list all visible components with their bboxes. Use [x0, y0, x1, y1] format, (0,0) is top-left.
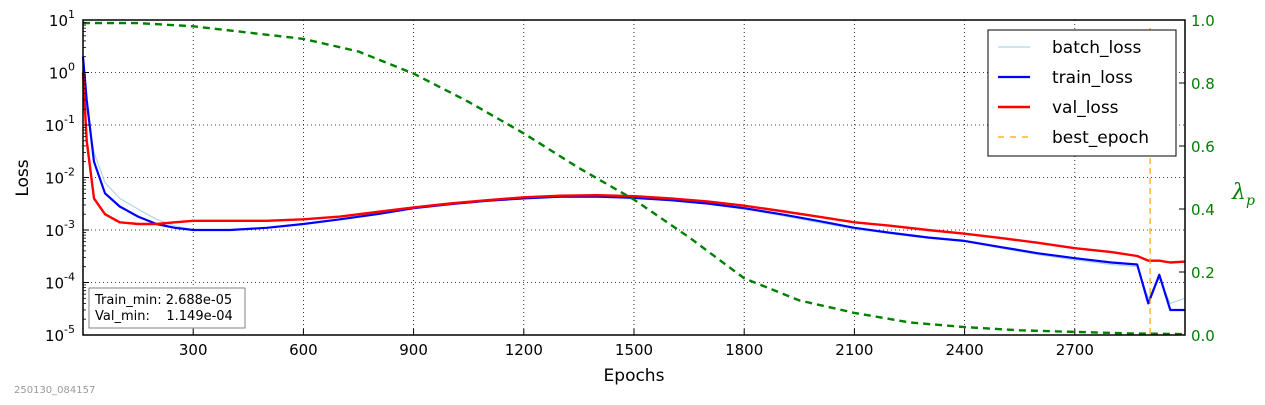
y-axis-label: Loss [13, 159, 33, 196]
val-min-text: Val_min: 1.149e-04 [95, 309, 233, 324]
y-axis-right: 0.0 0.2 0.4 0.6 0.8 1.0 [1179, 12, 1215, 345]
x-tick-label: 2700 [1056, 341, 1094, 359]
y-tick-base: 10 [45, 117, 64, 135]
y-tick-label: 10-2 [45, 166, 75, 188]
legend-box [987, 29, 1177, 157]
y-tick-label: 10-1 [45, 113, 75, 135]
legend-label-train_loss: train_loss [1052, 68, 1133, 88]
x-axis-label: Epochs [604, 366, 665, 386]
y-tick-label: 10-5 [45, 323, 75, 345]
x-tick-label: 900 [399, 341, 428, 359]
y2-tick-label: 0.6 [1191, 138, 1215, 156]
y-tick-base: 10 [45, 170, 64, 188]
train-min-text: Train_min: 2.688e-05 [94, 293, 232, 308]
y-tick-exponent: 1 [68, 8, 75, 21]
y-tick-base: 10 [49, 12, 68, 30]
series-train_loss-line [81, 56, 1185, 312]
series-lambdap-line [83, 21, 1186, 336]
y-tick-base: 10 [45, 327, 64, 345]
legend: batch_loss train_loss val_loss best_epoch [987, 29, 1177, 157]
x-tick-label: 1200 [505, 341, 543, 359]
y-tick-exponent: -2 [64, 166, 75, 179]
y-tick-base: 10 [45, 222, 64, 240]
x-axis: 300 600 900 1200 1500 1800 2100 2400 2700 [179, 329, 1094, 359]
y-tick-base: 10 [45, 275, 64, 293]
y2-tick-label: 0.0 [1191, 327, 1215, 345]
y2-tick-label: 1.0 [1191, 12, 1215, 30]
legend-label-batch_loss: batch_loss [1052, 38, 1141, 58]
y2-axis-label-subscript: p [1246, 193, 1255, 209]
y-tick-label: 10-4 [45, 271, 75, 293]
legend-label-best_epoch: best_epoch [1052, 128, 1149, 148]
y-tick-base: 10 [49, 65, 68, 83]
y-tick-exponent: 0 [68, 61, 75, 74]
y-tick-exponent: -4 [64, 271, 75, 284]
x-tick-label: 1800 [725, 341, 763, 359]
y-tick-label: 10-3 [45, 218, 75, 240]
y2-axis-label: λp [1231, 180, 1255, 209]
x-tick-label: 2100 [835, 341, 873, 359]
y2-axis-label-symbol: λ [1231, 180, 1246, 205]
y2-tick-label: 0.2 [1191, 264, 1215, 282]
timestamp-text: 250130_084157 [14, 385, 95, 396]
y-tick-exponent: -5 [64, 323, 75, 336]
x-tick-label: 1500 [615, 341, 653, 359]
x-tick-label: 2400 [946, 341, 984, 359]
y2-tick-label: 0.4 [1191, 201, 1215, 219]
series-val_loss-line [81, 72, 1186, 264]
stats-box-frame [88, 287, 246, 329]
y-tick-exponent: -3 [64, 218, 75, 231]
y2-tick-label: 0.8 [1191, 75, 1215, 93]
y-tick-label: 100 [49, 61, 75, 83]
stats-box: Train_min: 2.688e-05 Val_min: 1.149e-04 [88, 287, 246, 329]
y-tick-label: 101 [49, 8, 75, 30]
y-tick-exponent: -1 [64, 113, 75, 126]
series-layer [81, 21, 1186, 336]
legend-label-val_loss: val_loss [1052, 98, 1119, 118]
x-tick-label: 600 [289, 341, 318, 359]
x-tick-label: 300 [179, 341, 208, 359]
